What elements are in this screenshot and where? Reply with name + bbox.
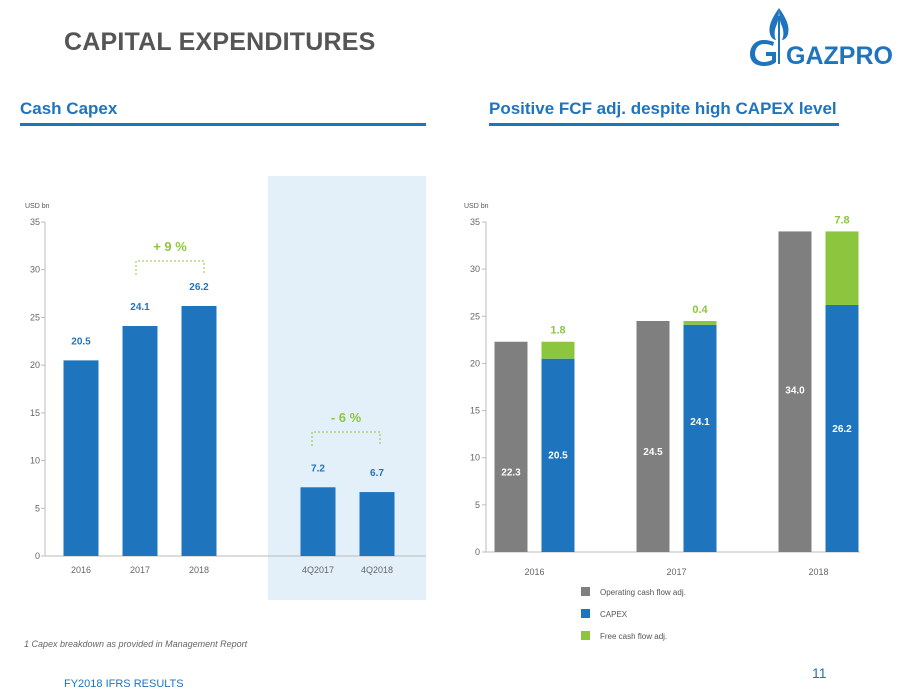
footnote: 1 Capex breakdown as provided in Managem…	[24, 639, 248, 649]
y-tick-label: 25	[30, 312, 40, 322]
legend-label: Operating cash flow adj.	[600, 588, 686, 597]
fcf-title: Positive FCF adj. despite high CAPEX lev…	[489, 99, 837, 118]
fcf-data-label: 1.8	[550, 325, 565, 337]
fcf-data-label: 0.4	[692, 304, 708, 316]
footer-text: FY2018 IFRS RESULTS	[64, 678, 184, 690]
capex-data-label: 24.1	[690, 417, 710, 428]
x-tick-label: 4Q2018	[361, 565, 393, 575]
y-tick-label: 15	[470, 406, 480, 416]
unit-label: USD bn	[25, 203, 50, 210]
cash-capex-chart: USD bn 0 5 10 15 20 25 30 35 20.5 2016 24.1 2017 26.2…	[25, 176, 426, 600]
unit-label: USD bn	[464, 203, 489, 210]
x-tick-label: 2016	[524, 567, 544, 577]
y-tick-label: 5	[475, 500, 480, 510]
y-tick-label: 0	[35, 551, 40, 561]
capex-bar	[683, 324, 717, 552]
ocf-data-label: 24.5	[643, 447, 663, 458]
y-tick-label: 20	[30, 360, 40, 370]
bar	[300, 487, 336, 556]
data-label: 24.1	[130, 302, 150, 313]
capex-data-label: 26.2	[832, 424, 852, 435]
page-title: CAPITAL EXPENDITURES	[64, 28, 376, 56]
ocf-data-label: 22.3	[501, 468, 521, 479]
y-tick-label: 10	[470, 453, 480, 463]
y-tick-label: 0	[475, 547, 480, 557]
y-tick-label: 20	[470, 358, 480, 368]
logo-text: GAZPROM	[786, 42, 893, 68]
y-tick-label: 15	[30, 408, 40, 418]
section-underline	[20, 123, 426, 126]
legend-label: CAPEX	[600, 610, 628, 619]
fcf-bar	[541, 341, 575, 359]
data-label: 6.7	[370, 468, 384, 479]
data-label: 7.2	[311, 463, 325, 474]
y-tick-label: 10	[30, 456, 40, 466]
y-tick-label: 35	[470, 217, 480, 227]
bar	[181, 305, 217, 556]
x-tick-label: 2017	[666, 567, 686, 577]
fcf-bar	[825, 231, 859, 305]
cash-capex-title: Cash Capex	[20, 99, 118, 118]
bar	[122, 326, 158, 556]
fcf-bar	[683, 321, 717, 325]
gazprom-logo: GAZPROM	[750, 8, 893, 68]
legend-swatch	[581, 631, 590, 640]
x-tick-label: 2018	[808, 567, 828, 577]
fcf-chart: USD bn 0 5 10 15 20 25 30 35 22.3 20.5 1.8 2016 24.5 2…	[464, 203, 860, 641]
ocf-bar	[494, 341, 528, 552]
capex-bar	[825, 304, 859, 552]
change-bracket	[311, 431, 381, 446]
bar	[63, 360, 99, 556]
data-label: 20.5	[71, 336, 91, 347]
x-tick-label: 2017	[130, 565, 150, 575]
y-tick-label: 25	[470, 311, 480, 321]
bar	[359, 492, 395, 556]
change-annotation: - 6 %	[331, 410, 362, 425]
y-tick-label: 30	[470, 264, 480, 274]
x-tick-label: 2018	[189, 565, 209, 575]
ocf-data-label: 34.0	[785, 385, 805, 396]
change-annotation: + 9 %	[153, 239, 187, 254]
change-bracket	[135, 260, 205, 275]
y-tick-label: 35	[30, 217, 40, 227]
legend-swatch	[581, 609, 590, 618]
x-tick-label: 2016	[71, 565, 91, 575]
section-underline	[489, 123, 839, 126]
ocf-bar	[636, 321, 670, 552]
page-number: 11	[812, 665, 827, 681]
y-tick-label: 5	[35, 503, 40, 513]
legend-label: Free cash flow adj.	[600, 632, 667, 641]
quarterly-highlight-band	[268, 176, 426, 600]
x-tick-label: 4Q2017	[302, 565, 334, 575]
data-label: 26.2	[189, 282, 209, 293]
capex-data-label: 20.5	[548, 451, 568, 462]
fcf-data-label: 7.8	[834, 214, 849, 226]
legend-swatch	[581, 587, 590, 596]
capex-bar	[541, 358, 575, 552]
ocf-bar	[778, 231, 812, 552]
y-tick-label: 30	[30, 265, 40, 275]
